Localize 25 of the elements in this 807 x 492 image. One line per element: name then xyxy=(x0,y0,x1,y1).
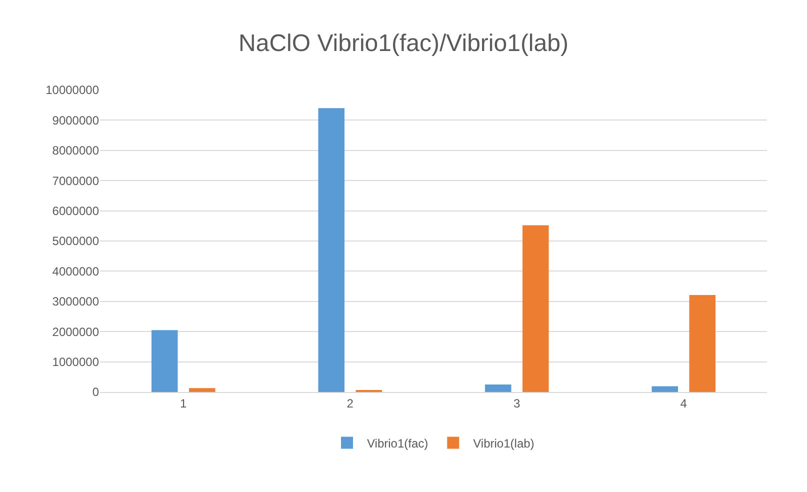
y-tick-label: 8000000 xyxy=(52,144,100,158)
bar xyxy=(151,330,178,392)
y-tick-label: 4000000 xyxy=(52,264,100,278)
bar xyxy=(318,108,344,392)
bar xyxy=(689,295,716,392)
bar xyxy=(484,384,512,392)
y-tick-label: 0 xyxy=(92,385,100,400)
bar xyxy=(652,386,678,392)
y-tick-label: 7000000 xyxy=(52,174,100,188)
x-tick-label: 1 xyxy=(180,396,188,410)
y-tick-label: 5000000 xyxy=(52,234,100,248)
y-tick-label: 2000000 xyxy=(52,324,100,339)
y-tick-label: 9000000 xyxy=(52,113,100,128)
x-tick-label: 4 xyxy=(680,396,688,410)
y-tick-label: 10000000 xyxy=(46,83,100,98)
legend-label: Vibrio1(lab) xyxy=(473,436,534,450)
bar xyxy=(189,388,216,392)
y-tick-label: 1000000 xyxy=(52,355,100,369)
bar xyxy=(522,225,549,392)
y-tick-label: 6000000 xyxy=(52,204,100,218)
x-tick-label: 3 xyxy=(514,396,521,410)
legend-label: Vibrio1(fac) xyxy=(367,436,428,450)
x-tick-label: 2 xyxy=(346,396,354,410)
y-tick-label: 3000000 xyxy=(52,294,100,309)
chart-title: NaClO Vibrio1(fac)/Vibrio1(lab) xyxy=(238,30,568,58)
